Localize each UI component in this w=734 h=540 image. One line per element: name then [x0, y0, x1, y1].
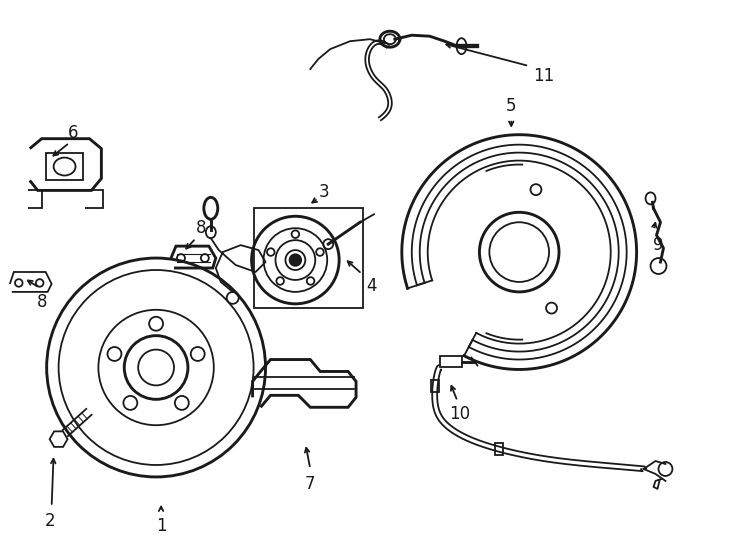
Text: 11: 11	[534, 67, 555, 85]
Text: 3: 3	[319, 184, 330, 201]
Text: 9: 9	[653, 236, 664, 254]
Text: 8: 8	[37, 293, 47, 311]
Text: 2: 2	[44, 512, 55, 530]
Bar	[440, 355, 462, 368]
Bar	[253, 208, 363, 308]
Text: 7: 7	[305, 475, 316, 493]
Text: 1: 1	[156, 517, 167, 535]
Text: 10: 10	[449, 405, 470, 423]
Text: 6: 6	[68, 124, 79, 141]
Circle shape	[289, 254, 302, 266]
Text: 4: 4	[367, 277, 377, 295]
Bar	[431, 380, 439, 392]
Bar	[46, 153, 84, 180]
Bar	[495, 443, 504, 455]
Text: 5: 5	[506, 97, 517, 115]
Text: 8: 8	[195, 219, 206, 237]
